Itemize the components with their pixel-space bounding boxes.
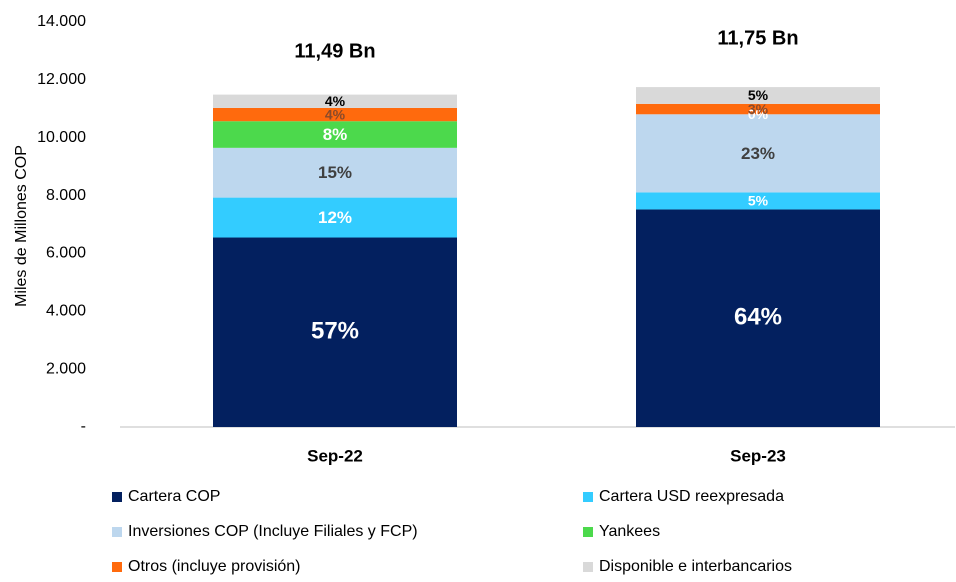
legend-label: Inversiones COP (Incluye Filiales y FCP) — [128, 523, 418, 540]
data-label: 23% — [741, 144, 775, 163]
legend-swatch — [583, 562, 593, 572]
y-tick-label: 2.000 — [46, 360, 86, 377]
y-tick-label: 10.000 — [37, 129, 86, 146]
bar-segment — [213, 107, 457, 122]
x-tick-label: Sep-22 — [307, 446, 363, 465]
y-tick-label: 8.000 — [46, 187, 86, 204]
y-axis-label: Miles de Millones COP — [13, 145, 30, 307]
data-label: 12% — [318, 208, 352, 227]
data-label: 64% — [734, 304, 782, 331]
legend-swatch — [583, 527, 593, 537]
y-tick-label: - — [81, 418, 86, 435]
bar-segment — [213, 147, 457, 198]
data-label: 5% — [748, 87, 769, 103]
bar-segment — [213, 237, 457, 427]
legend-label: Cartera COP — [128, 488, 220, 505]
data-label: 15% — [318, 163, 352, 182]
bar-segment — [213, 197, 457, 238]
legend-label: Cartera USD reexpresada — [599, 488, 784, 505]
data-label: 4% — [325, 93, 346, 109]
total-label: 11,49 Bn — [294, 40, 375, 62]
data-label: 3% — [748, 101, 769, 117]
bar-segment — [636, 103, 880, 115]
legend-label: Otros (incluye provisión) — [128, 558, 301, 575]
data-label: 57% — [311, 318, 359, 345]
data-label: 4% — [325, 106, 346, 122]
bar-segment — [636, 209, 880, 427]
legend-swatch — [112, 527, 122, 537]
data-label: 8% — [323, 125, 348, 144]
x-tick-label: Sep-23 — [730, 446, 786, 465]
bar-segment — [636, 192, 880, 210]
bar-segment — [213, 121, 457, 148]
data-label: 5% — [748, 193, 769, 209]
legend-label: Disponible e interbancarios — [599, 558, 792, 575]
bar-segment — [636, 87, 880, 104]
total-label: 11,75 Bn — [717, 27, 798, 49]
data-label: 0% — [748, 106, 769, 122]
legend-swatch — [112, 562, 122, 572]
bar-segment — [636, 114, 880, 193]
legend-label: Yankees — [599, 523, 660, 540]
y-tick-label: 14.000 — [37, 13, 86, 30]
legend-swatch — [112, 492, 122, 502]
bar-segment — [213, 94, 457, 108]
y-tick-label: 4.000 — [46, 303, 86, 320]
y-tick-label: 6.000 — [46, 245, 86, 262]
y-tick-label: 12.000 — [37, 71, 86, 88]
legend-swatch — [583, 492, 593, 502]
